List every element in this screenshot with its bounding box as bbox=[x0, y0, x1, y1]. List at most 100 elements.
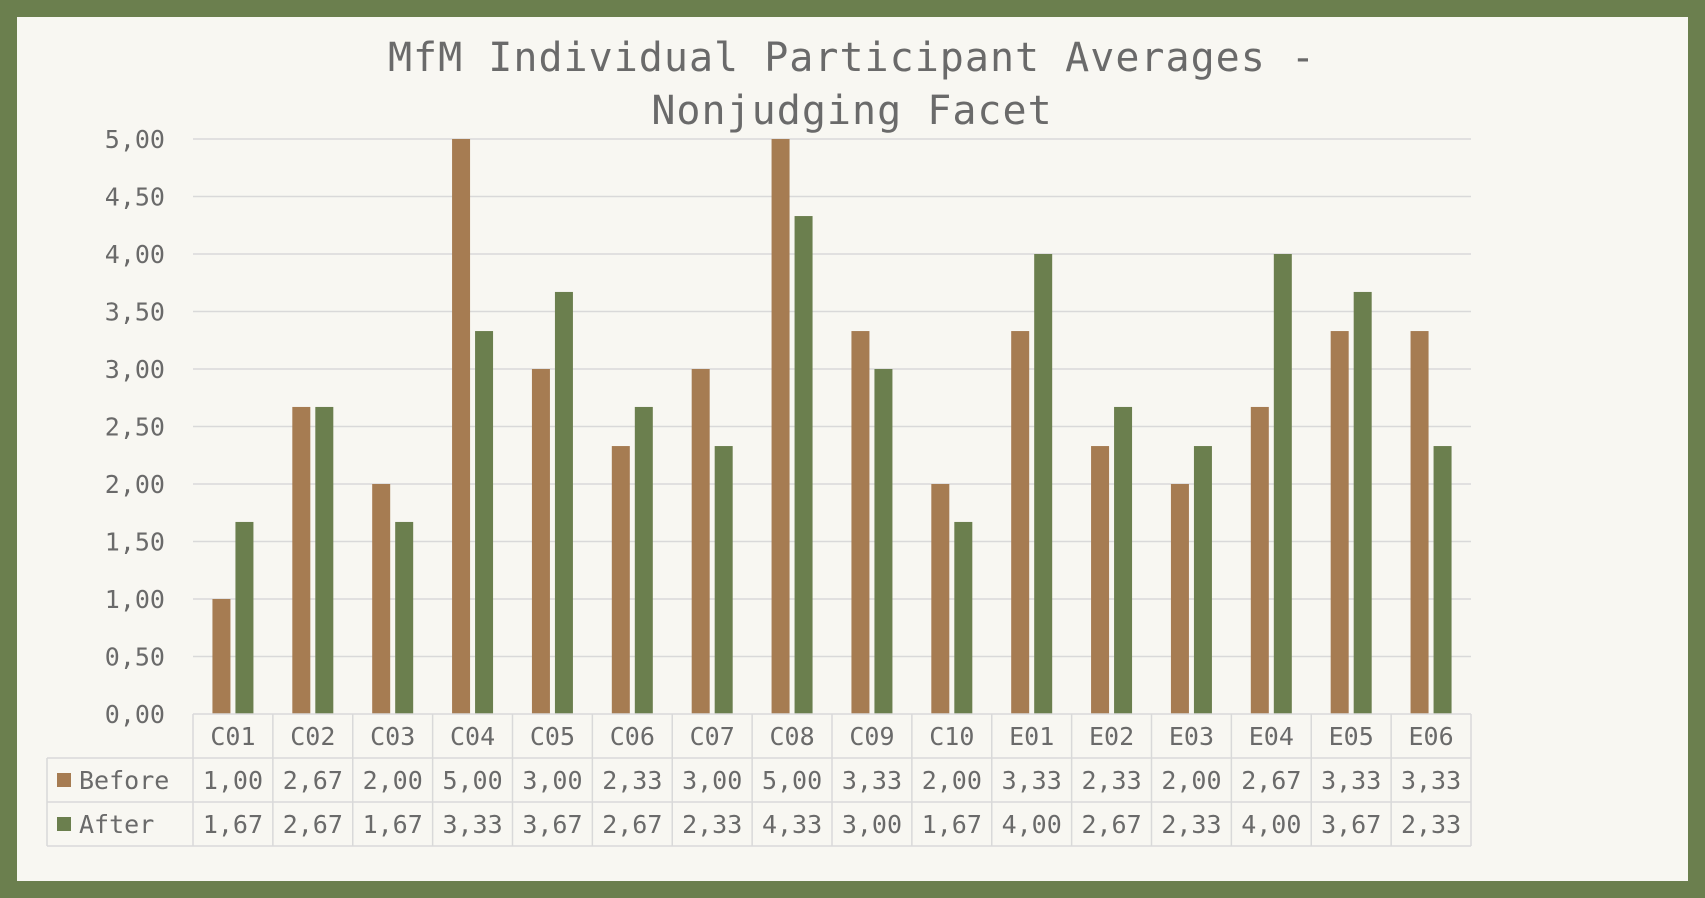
data-label: 2,67 bbox=[1241, 766, 1301, 795]
x-tick-label: C09 bbox=[849, 722, 894, 751]
y-tick-label: 5,00 bbox=[105, 125, 165, 154]
chart: MfM Individual Participant Averages - No… bbox=[46, 35, 1472, 847]
x-tick-label: E03 bbox=[1169, 722, 1214, 751]
data-label: 2,00 bbox=[363, 766, 423, 795]
chart-frame: MfM Individual Participant Averages - No… bbox=[17, 17, 1688, 881]
y-tick-label: 3,50 bbox=[105, 298, 165, 327]
x-tick-label: C06 bbox=[610, 722, 655, 751]
data-label: 4,00 bbox=[1241, 810, 1301, 839]
y-tick-label: 3,00 bbox=[105, 355, 165, 384]
bar-after-c10 bbox=[954, 521, 973, 714]
data-label: 3,00 bbox=[522, 766, 582, 795]
x-tick-label: C03 bbox=[370, 722, 415, 751]
data-label: 4,33 bbox=[762, 810, 822, 839]
bar-after-e05 bbox=[1353, 291, 1372, 714]
bar-after-c08 bbox=[794, 216, 813, 715]
bar-after-c01 bbox=[235, 521, 254, 714]
legend-key-after bbox=[57, 817, 71, 831]
bar-before-c03 bbox=[372, 484, 391, 714]
bar-before-c02 bbox=[292, 406, 311, 714]
bar-before-e06 bbox=[1410, 331, 1429, 714]
y-tick-label: 1,50 bbox=[105, 528, 165, 557]
data-label: 5,00 bbox=[762, 766, 822, 795]
bar-after-e02 bbox=[1114, 406, 1133, 714]
x-tick-label: C10 bbox=[929, 722, 974, 751]
x-tick-label: E06 bbox=[1408, 722, 1453, 751]
bar-before-e04 bbox=[1250, 406, 1269, 714]
data-table: C01 C02 C03 C04 C05 C06 C07 C08 C09 C10 E01 E02 E03 E… bbox=[46, 713, 1472, 847]
chart-title-line-1: MfM Individual Participant Averages - bbox=[388, 35, 1316, 81]
data-label: 3,33 bbox=[842, 766, 902, 795]
bar-after-e03 bbox=[1193, 446, 1212, 714]
data-label: 2,33 bbox=[1161, 810, 1221, 839]
bar-after-c02 bbox=[315, 406, 334, 714]
data-label: 3,33 bbox=[1401, 766, 1461, 795]
bar-after-c05 bbox=[554, 291, 573, 714]
data-label: 2,33 bbox=[1401, 810, 1461, 839]
bar-before-e05 bbox=[1330, 331, 1349, 714]
y-tick-label: 2,00 bbox=[105, 470, 165, 499]
y-tick-label: 4,00 bbox=[105, 240, 165, 269]
bar-before-c01 bbox=[212, 599, 231, 714]
data-label: 2,00 bbox=[922, 766, 982, 795]
x-tick-label: C07 bbox=[690, 722, 735, 751]
bar-after-e01 bbox=[1034, 254, 1053, 714]
bar-before-c05 bbox=[531, 369, 550, 714]
data-label: 5,00 bbox=[442, 766, 502, 795]
data-label: 4,00 bbox=[1002, 810, 1062, 839]
data-label: 2,33 bbox=[602, 766, 662, 795]
x-tick-label: C01 bbox=[210, 722, 255, 751]
bar-before-c04 bbox=[452, 139, 471, 714]
bar-after-c03 bbox=[395, 521, 414, 714]
data-label: 2,00 bbox=[1161, 766, 1221, 795]
bar-before-c08 bbox=[771, 139, 790, 714]
bar-before-c09 bbox=[851, 331, 870, 714]
legend-label-before: Before bbox=[79, 766, 169, 795]
y-tick-label: 1,00 bbox=[105, 585, 165, 614]
y-tick-label: 0,00 bbox=[105, 700, 165, 729]
y-tick-label: 4,50 bbox=[105, 183, 165, 212]
x-tick-label: E01 bbox=[1009, 722, 1054, 751]
data-label: 2,33 bbox=[682, 810, 742, 839]
bar-before-e03 bbox=[1170, 484, 1189, 714]
data-label: 3,00 bbox=[842, 810, 902, 839]
data-label: 2,67 bbox=[283, 766, 343, 795]
data-label: 2,67 bbox=[283, 810, 343, 839]
bar-after-e06 bbox=[1433, 446, 1452, 714]
data-label: 3,33 bbox=[442, 810, 502, 839]
data-label: 1,67 bbox=[363, 810, 423, 839]
data-label: 2,33 bbox=[1081, 766, 1141, 795]
bar-before-e01 bbox=[1011, 331, 1030, 714]
x-tick-label: E05 bbox=[1329, 722, 1374, 751]
data-label: 2,67 bbox=[1081, 810, 1141, 839]
legend-key-before bbox=[57, 773, 71, 787]
x-tick-label: E02 bbox=[1089, 722, 1134, 751]
bar-after-e04 bbox=[1273, 254, 1292, 714]
bar-before-c10 bbox=[931, 484, 950, 714]
chart-title-line-2: Nonjudging Facet bbox=[651, 88, 1052, 134]
x-tick-label: C08 bbox=[769, 722, 814, 751]
y-tick-label: 2,50 bbox=[105, 413, 165, 442]
x-tick-label: C05 bbox=[530, 722, 575, 751]
data-label: 3,33 bbox=[1002, 766, 1062, 795]
bar-before-e02 bbox=[1091, 446, 1110, 714]
data-label: 3,33 bbox=[1321, 766, 1381, 795]
x-tick-label: E04 bbox=[1249, 722, 1294, 751]
y-axis-ticks: 0,00 0,50 1,00 1,50 2,00 2,50 3,00 3,50 4,00 4,50… bbox=[105, 125, 165, 729]
bar-after-c06 bbox=[634, 406, 653, 714]
data-label: 3,67 bbox=[1321, 810, 1381, 839]
bar-after-c09 bbox=[874, 369, 893, 714]
bar-after-c04 bbox=[475, 331, 494, 714]
y-tick-label: 0,50 bbox=[105, 643, 165, 672]
x-tick-label: C02 bbox=[290, 722, 335, 751]
data-label: 3,67 bbox=[522, 810, 582, 839]
data-label: 1,67 bbox=[922, 810, 982, 839]
bar-after-c07 bbox=[714, 446, 733, 714]
data-label: 2,67 bbox=[602, 810, 662, 839]
bar-before-c06 bbox=[611, 446, 630, 714]
data-label: 1,00 bbox=[203, 766, 263, 795]
x-tick-label: C04 bbox=[450, 722, 495, 751]
data-label: 1,67 bbox=[203, 810, 263, 839]
data-label: 3,00 bbox=[682, 766, 742, 795]
bar-before-c07 bbox=[691, 369, 710, 714]
